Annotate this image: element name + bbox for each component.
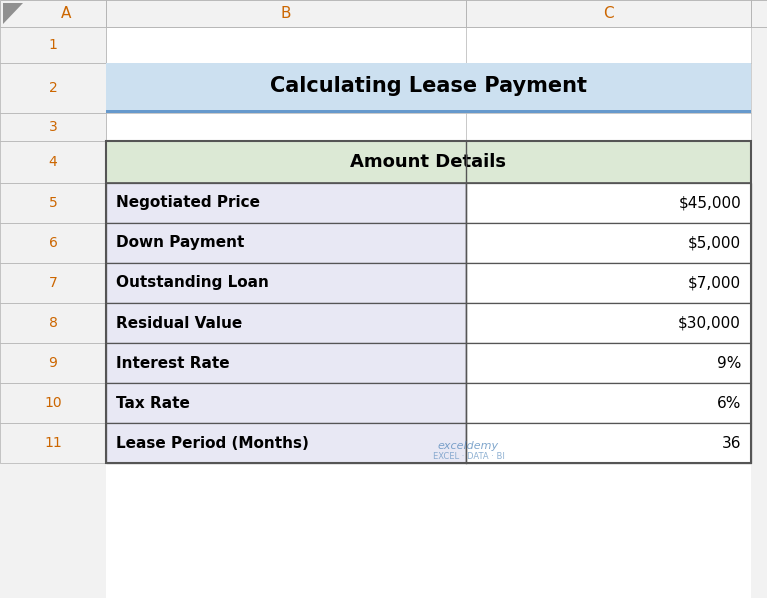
Bar [0, 383, 106, 423]
Bar [106, 383, 466, 423]
Bar [106, 423, 466, 463]
Bar [106, 343, 466, 383]
Text: $30,000: $30,000 [678, 316, 741, 331]
Bar [466, 423, 751, 463]
Bar [106, 113, 466, 141]
Text: Amount Details: Amount Details [351, 153, 506, 171]
Bar [0, 63, 106, 113]
Bar [466, 0, 751, 27]
Text: Interest Rate: Interest Rate [116, 355, 229, 371]
Bar [106, 27, 751, 598]
Bar [106, 303, 466, 343]
Text: Calculating Lease Payment: Calculating Lease Payment [270, 76, 587, 96]
Text: Lease Period (Months): Lease Period (Months) [116, 435, 309, 450]
Text: 3: 3 [48, 120, 58, 134]
Bar [106, 263, 466, 303]
Bar [106, 343, 466, 383]
Bar [466, 113, 751, 141]
Bar [0, 343, 106, 383]
Bar [466, 303, 751, 343]
Text: Residual Value: Residual Value [116, 316, 242, 331]
Bar [466, 303, 751, 343]
Bar [106, 27, 466, 63]
Bar [106, 223, 466, 263]
Text: Down Payment: Down Payment [116, 236, 245, 251]
Bar [106, 223, 466, 263]
Bar [0, 263, 106, 303]
Bar [466, 383, 751, 423]
Text: 5: 5 [48, 196, 58, 210]
Bar [466, 223, 751, 263]
Text: 4: 4 [48, 155, 58, 169]
Text: $45,000: $45,000 [678, 196, 741, 210]
Text: EXCEL · DATA · BI: EXCEL · DATA · BI [433, 452, 505, 461]
Bar [106, 141, 751, 183]
Text: 6: 6 [48, 236, 58, 250]
Bar [106, 183, 466, 223]
Text: 9%: 9% [716, 355, 741, 371]
Bar [106, 423, 466, 463]
Bar [466, 63, 751, 113]
Bar [0, 183, 106, 223]
Bar [466, 27, 751, 63]
Bar [466, 263, 751, 303]
Bar [0, 27, 106, 63]
Bar [106, 263, 466, 303]
Bar [0, 113, 106, 141]
Text: Negotiated Price: Negotiated Price [116, 196, 260, 210]
Bar [106, 141, 466, 183]
Text: B: B [281, 6, 291, 21]
Bar [106, 63, 466, 113]
Bar [466, 183, 751, 223]
Text: 1: 1 [48, 38, 58, 52]
Text: 2: 2 [48, 81, 58, 95]
Text: 11: 11 [44, 436, 62, 450]
Bar [106, 110, 751, 113]
Bar [751, 0, 767, 27]
Bar [466, 141, 751, 183]
Text: 9: 9 [48, 356, 58, 370]
Text: C: C [603, 6, 614, 21]
Bar [466, 343, 751, 383]
Bar [106, 0, 466, 27]
Text: 10: 10 [44, 396, 62, 410]
Bar [106, 383, 466, 423]
Bar [0, 303, 106, 343]
Text: 36: 36 [722, 435, 741, 450]
Bar [0, 0, 106, 27]
Polygon shape [3, 3, 23, 24]
Bar [466, 423, 751, 463]
Bar [0, 423, 106, 463]
Bar [106, 183, 466, 223]
Bar [0, 223, 106, 263]
Text: exceldemy: exceldemy [438, 441, 499, 451]
Text: 7: 7 [48, 276, 58, 290]
Text: Outstanding Loan: Outstanding Loan [116, 276, 269, 291]
Text: 8: 8 [48, 316, 58, 330]
Bar [466, 183, 751, 223]
Text: $7,000: $7,000 [688, 276, 741, 291]
Text: 6%: 6% [716, 395, 741, 410]
Bar [466, 223, 751, 263]
Bar [106, 303, 466, 343]
Bar [106, 141, 751, 463]
Text: A: A [61, 6, 71, 21]
Text: Tax Rate: Tax Rate [116, 395, 190, 410]
Bar [466, 383, 751, 423]
Bar [0, 141, 106, 183]
Bar [466, 343, 751, 383]
Bar [106, 63, 751, 113]
Bar [466, 263, 751, 303]
Text: $5,000: $5,000 [688, 236, 741, 251]
